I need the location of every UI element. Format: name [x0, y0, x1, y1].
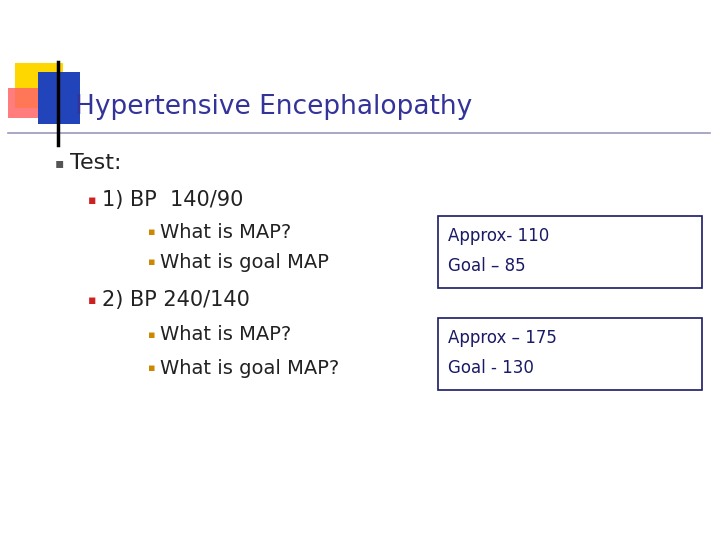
Text: Goal - 130: Goal - 130 — [448, 359, 534, 377]
Text: What is MAP?: What is MAP? — [160, 222, 292, 241]
FancyBboxPatch shape — [438, 216, 702, 288]
FancyBboxPatch shape — [15, 63, 63, 108]
Text: 2) BP 240/140: 2) BP 240/140 — [102, 290, 250, 310]
FancyBboxPatch shape — [438, 318, 702, 390]
Text: ▪: ▪ — [88, 193, 96, 206]
Text: Approx – 175: Approx – 175 — [448, 329, 557, 347]
Text: ▪: ▪ — [148, 257, 156, 267]
Text: ▪: ▪ — [148, 227, 156, 237]
Text: Approx- 110: Approx- 110 — [448, 227, 549, 245]
FancyBboxPatch shape — [38, 72, 80, 124]
Text: Test:: Test: — [70, 153, 122, 173]
Text: What is goal MAP?: What is goal MAP? — [160, 359, 339, 377]
Text: 1) BP  140/90: 1) BP 140/90 — [102, 190, 243, 210]
Text: ▪: ▪ — [148, 330, 156, 340]
Text: ▪: ▪ — [148, 363, 156, 373]
Text: What is goal MAP: What is goal MAP — [160, 253, 329, 272]
FancyBboxPatch shape — [8, 88, 66, 118]
Text: Hypertensive Encephalopathy: Hypertensive Encephalopathy — [75, 94, 472, 120]
Text: What is MAP?: What is MAP? — [160, 326, 292, 345]
Text: Goal – 85: Goal – 85 — [448, 257, 526, 275]
Text: ▪: ▪ — [88, 294, 96, 307]
Text: ▪: ▪ — [55, 156, 64, 170]
